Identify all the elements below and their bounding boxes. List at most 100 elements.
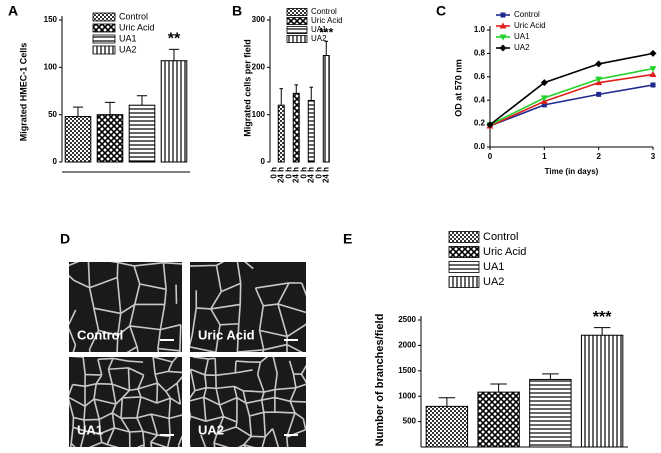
x-tick-label: 1: [542, 152, 547, 161]
x-tick-label: 24 h: [291, 167, 300, 183]
legend-marker: [499, 34, 507, 41]
legend-swatch: [92, 45, 116, 55]
significance: ***: [593, 309, 612, 326]
error-bar: [294, 84, 299, 94]
y-tick-label: 0.2: [474, 119, 486, 128]
legend-swatch: [92, 12, 116, 22]
error-bar: [309, 86, 314, 101]
legend-label: Control: [311, 7, 337, 16]
point-marker: [540, 79, 548, 87]
legend-swatch: [286, 26, 308, 34]
panel-letter: C: [436, 3, 446, 19]
panel-letter: A: [8, 3, 18, 19]
legend-label: UA1: [483, 261, 504, 273]
legend-label: UA2: [514, 43, 530, 52]
image-label: UA1: [77, 422, 103, 437]
bar: [160, 60, 188, 163]
legend-label: UA2: [311, 34, 327, 43]
legend-swatch: [92, 23, 116, 33]
legend-label: UA2: [483, 276, 504, 288]
panel-letter: B: [232, 3, 242, 19]
legend-swatch: [448, 246, 480, 258]
error-bar: [168, 48, 180, 61]
y-tick-label: 50: [48, 110, 57, 119]
x-tick-label: 0 h: [270, 167, 279, 179]
legend-label: Control: [119, 11, 148, 21]
micrograph: UA1: [69, 357, 182, 447]
x-tick-label: 0 h: [300, 167, 309, 179]
legend-label: Uric Acid: [514, 21, 546, 30]
bar: [425, 405, 469, 448]
micrograph: Control: [69, 262, 182, 352]
micrograph: UA2: [190, 357, 306, 447]
x-tick-label: 0 h: [285, 167, 294, 179]
error-bar: [72, 106, 84, 117]
legend-swatch: [448, 276, 480, 288]
y-tick-label: 2500: [398, 315, 416, 324]
bar: [277, 104, 285, 163]
error-bar: [593, 327, 611, 336]
point-marker: [486, 121, 494, 129]
significance: ***: [319, 25, 333, 39]
y-tick-label: 150: [44, 15, 58, 24]
y-tick-label: 0.8: [474, 49, 486, 58]
bar: [64, 116, 92, 163]
x-tick-label: 2: [596, 152, 601, 161]
point-marker: [649, 70, 657, 77]
micrograph: Uric Acid: [190, 262, 306, 352]
error-bar: [438, 397, 456, 407]
bar: [529, 378, 572, 448]
bar: [292, 92, 300, 163]
legend-label: Uric Acid: [311, 16, 343, 25]
legend-swatch: [286, 17, 308, 25]
bar: [477, 391, 520, 448]
legend-swatch: [286, 8, 308, 16]
image-background: [69, 262, 182, 352]
bar: [307, 99, 315, 163]
error-bar: [104, 101, 116, 115]
legend-label: UA2: [119, 44, 137, 54]
y-axis-label: Migrated cells per field: [242, 39, 252, 137]
y-tick-label: 2000: [398, 341, 416, 350]
legend-label: UA1: [119, 33, 137, 43]
tube-network: [190, 262, 306, 352]
y-tick-label: 0: [53, 157, 58, 166]
x-tick-label: 0: [488, 152, 493, 161]
bar: [322, 55, 330, 163]
y-tick-label: 0: [261, 157, 266, 166]
y-tick-label: 1000: [398, 391, 416, 400]
error-bar: [324, 40, 329, 56]
legend-label: Uric Acid: [483, 246, 526, 258]
y-tick-label: 100: [252, 110, 266, 119]
x-tick-label: 24 h: [276, 167, 285, 183]
point-marker: [595, 76, 603, 83]
legend-label: Control: [514, 10, 540, 19]
tube-network: [69, 357, 182, 447]
y-tick-label: 0.4: [474, 95, 486, 104]
point-marker: [649, 49, 657, 57]
significance: **: [168, 31, 181, 48]
panel-letter: D: [60, 231, 70, 247]
legend-marker: [500, 12, 506, 18]
legend-marker: [499, 44, 507, 52]
legend-swatch: [448, 231, 480, 243]
x-tick-label: 0 h: [315, 167, 324, 179]
point-marker: [650, 82, 656, 88]
tube-network: [190, 357, 306, 447]
series-line: [489, 52, 654, 126]
error-bar: [542, 373, 559, 380]
x-tick-label: 24 h: [321, 167, 330, 183]
image-label: Uric Acid: [198, 327, 255, 342]
y-axis-label: OD at 570 nm: [453, 59, 463, 117]
y-axis-label: Migrated HMEC-1 Cells: [18, 43, 28, 142]
error-bar: [490, 383, 507, 393]
bar: [128, 104, 156, 163]
point-marker: [649, 66, 657, 73]
image-label: Control: [77, 327, 123, 342]
panel-letter: E: [343, 231, 352, 247]
error-bar: [279, 88, 284, 106]
y-tick-label: 1500: [398, 366, 416, 375]
image-label: UA2: [198, 422, 224, 437]
series-line: [489, 67, 654, 126]
